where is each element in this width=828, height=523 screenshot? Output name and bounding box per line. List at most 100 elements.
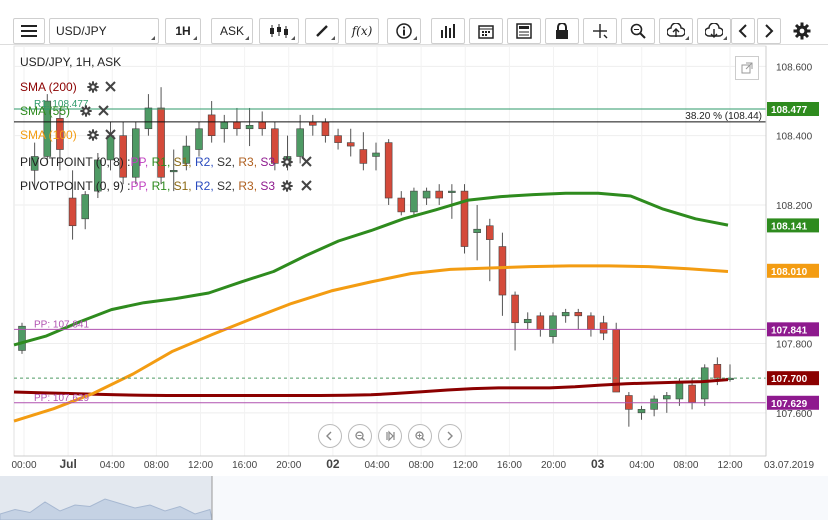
timeframe-value: 1H <box>175 24 191 38</box>
crosshair-button[interactable] <box>583 18 617 44</box>
sma100-line <box>13 264 729 423</box>
candle-body <box>397 197 406 213</box>
price-tag <box>767 322 819 337</box>
gear-icon[interactable] <box>281 180 293 192</box>
candle-body <box>296 128 304 157</box>
upload-button[interactable] <box>659 18 693 44</box>
reset-button[interactable] <box>378 424 402 448</box>
pivot-part: S3 <box>260 155 276 169</box>
prev-button[interactable] <box>731 18 755 44</box>
candle-body <box>334 135 342 143</box>
price-tag-label: 108.141 <box>771 221 808 232</box>
symbol-select[interactable]: USD/JPY <box>49 18 159 44</box>
candle-body <box>119 135 127 178</box>
scroll-right-icon <box>447 431 453 441</box>
y-tick-label: 108.600 <box>776 62 813 73</box>
gear-icon[interactable] <box>80 105 92 117</box>
indicators-button[interactable]: f(x) <box>345 18 379 44</box>
lock-button[interactable] <box>545 18 579 44</box>
fx-label: f(x) <box>351 24 373 38</box>
gear-icon[interactable] <box>87 81 99 93</box>
pivot-part: R3, <box>238 155 261 169</box>
candle-body <box>309 121 317 126</box>
pp2-label: PP: 107.629 <box>34 393 89 404</box>
settings-button[interactable] <box>787 18 817 44</box>
chart-type-button[interactable] <box>259 18 299 44</box>
candle-body <box>94 159 102 192</box>
close-icon[interactable] <box>301 180 313 192</box>
popout-icon <box>741 62 753 74</box>
candle-body <box>650 398 658 410</box>
popout-button[interactable] <box>735 56 759 80</box>
pivot-part: PP, <box>130 155 152 169</box>
candle-body <box>675 381 684 400</box>
sma55-line <box>13 191 729 347</box>
price-side-value: ASK <box>219 24 244 38</box>
candle-body <box>523 318 532 324</box>
hamburger-icon <box>21 25 37 37</box>
close-icon[interactable] <box>98 105 110 117</box>
candle-body <box>663 395 671 400</box>
info-button[interactable] <box>387 18 421 44</box>
close-icon[interactable] <box>104 129 117 141</box>
scroll-left-button[interactable] <box>318 424 342 448</box>
zoom-in-button[interactable] <box>408 424 432 448</box>
y-tick-label: 107.600 <box>776 409 813 420</box>
download-button[interactable] <box>697 18 731 44</box>
candle-body <box>599 322 608 334</box>
candle-body <box>346 142 355 147</box>
price-chart[interactable]: R1: 108.477 38.20 % (108.44) PP: 107.841 PP… <box>0 44 828 521</box>
calendar-button[interactable] <box>469 18 503 44</box>
candle-body <box>536 315 545 330</box>
price-tag-label: 107.841 <box>771 325 808 336</box>
indicator-legend-row: SMA (200) <box>20 80 117 94</box>
candle-body <box>688 384 696 403</box>
toolbar: USD/JPY 1H ASK f(x) <box>0 0 828 45</box>
zoom-out-button[interactable] <box>348 424 372 448</box>
candle-body <box>207 114 216 136</box>
r1-label: R1: 108.477 <box>34 99 89 110</box>
close-icon[interactable] <box>301 156 313 168</box>
pivot-part: S1, <box>173 179 195 193</box>
volume-button[interactable] <box>431 18 465 44</box>
crosshair-icon <box>593 24 608 39</box>
chart-title: USD/JPY, 1H, ASK <box>20 55 122 69</box>
close-icon[interactable] <box>104 81 117 93</box>
price-side-select[interactable]: ASK <box>211 18 253 44</box>
pivot-part: S3 <box>260 179 276 193</box>
pp1-label: PP: 107.841 <box>34 319 89 330</box>
draw-tool-button[interactable] <box>305 18 339 44</box>
next-button[interactable] <box>757 18 781 44</box>
gear-icon[interactable] <box>87 129 99 141</box>
zoom-in-icon <box>415 431 425 441</box>
timeframe-select[interactable]: 1H <box>165 18 201 44</box>
chart-area[interactable]: R1: 108.477 38.20 % (108.44) PP: 107.841 PP… <box>0 44 828 521</box>
gear-icon[interactable] <box>281 156 293 168</box>
pivot-label: PIVOTPOINT (0, 8) : <box>20 155 131 169</box>
x-tick-label: 00:00 <box>11 460 36 471</box>
candle-body <box>132 128 140 178</box>
pivot-part: S1, <box>173 155 195 169</box>
zoom-button[interactable] <box>621 18 655 44</box>
candle-body <box>384 142 393 199</box>
x-tick-label: 16:00 <box>232 460 257 471</box>
scroll-right-button[interactable] <box>438 424 462 448</box>
candle-body <box>68 197 77 227</box>
news-button[interactable] <box>507 18 541 44</box>
candle-body <box>435 190 443 199</box>
price-tag-label: 108.010 <box>771 267 808 278</box>
indicator-legend-row: SMA (100) <box>20 128 117 142</box>
x-tick-label: 08:00 <box>144 460 169 471</box>
candle-body <box>169 170 178 173</box>
candle-body <box>56 118 64 150</box>
menu-button[interactable] <box>13 18 45 44</box>
price-tag <box>767 395 819 410</box>
price-tag-label: 107.700 <box>771 374 808 385</box>
candle-body <box>410 190 418 213</box>
navigator-area <box>0 498 213 521</box>
pivot-legend-row: PIVOTPOINT (0, 8) : PP, R1, S1, R2, S2, … <box>20 155 313 169</box>
chevron-left-icon <box>738 24 747 38</box>
y-tick-label: 107.800 <box>776 340 813 351</box>
candle-body <box>498 246 507 296</box>
candle-body <box>511 294 519 324</box>
